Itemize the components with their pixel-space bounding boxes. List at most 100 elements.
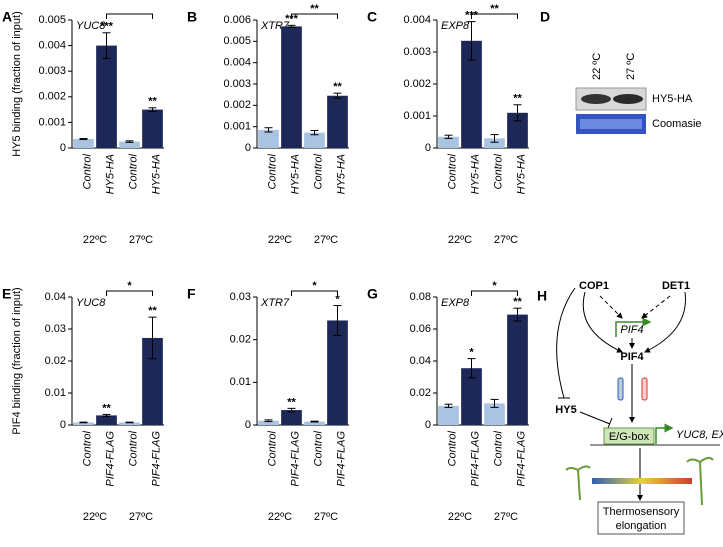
- y-tick-label: 0.001: [38, 116, 66, 128]
- significance: **: [287, 396, 296, 408]
- bar: [281, 410, 302, 425]
- x-tick-label: Control: [266, 430, 278, 466]
- y-tick-label: 0: [60, 142, 66, 154]
- y-tick-label: 0.003: [403, 46, 431, 58]
- y-tick-label: 0.001: [403, 110, 431, 122]
- box-label: E/G-box: [609, 431, 650, 443]
- bar: [119, 141, 140, 148]
- significance: **: [102, 402, 111, 414]
- x-tick-label: Control: [312, 153, 324, 189]
- group-label: 22ºC: [83, 234, 107, 246]
- inhibition: [579, 411, 611, 425]
- lane-label: 27 ºC: [625, 53, 637, 80]
- bar: [507, 314, 528, 425]
- y-tick-label: 0: [60, 419, 66, 431]
- arrow: [582, 291, 623, 353]
- group-label: 22ºC: [448, 511, 472, 523]
- y-tick-label: 0.002: [38, 91, 66, 103]
- bar: [258, 129, 279, 148]
- target-genes: YUC8, EXP8,..: [676, 429, 723, 441]
- bar: [327, 320, 348, 425]
- bar: [507, 112, 528, 148]
- bar: [96, 45, 117, 148]
- significance: **: [148, 305, 157, 317]
- output-box: [597, 501, 685, 535]
- y-tick-label: 0.003: [223, 78, 251, 90]
- y-tick-label: 0: [425, 142, 431, 154]
- bracket: [106, 13, 153, 19]
- bracket-label: **: [310, 3, 319, 15]
- bar: [484, 403, 505, 425]
- y-tick-label: 0.005: [223, 35, 251, 47]
- inhibition-bar: [607, 417, 613, 429]
- gene-label: YUC8: [76, 20, 106, 32]
- bar: [73, 139, 94, 148]
- y-tick-label: 0.08: [410, 291, 431, 303]
- y-tick-label: 0.02: [410, 387, 431, 399]
- x-tick-label: Control: [127, 153, 139, 189]
- x-tick-label: Control: [127, 430, 139, 466]
- output-label: Thermosensory: [603, 506, 680, 518]
- group-label: 27ºC: [494, 234, 518, 246]
- bracket-label: *: [312, 280, 317, 292]
- bracket: [471, 13, 518, 19]
- panel-letter: H: [537, 288, 547, 304]
- x-tick-label: PIF4-FLAG: [150, 431, 162, 487]
- bracket: [291, 13, 338, 19]
- group-label: 27ºC: [129, 234, 153, 246]
- bracket-label: **: [490, 3, 499, 15]
- y-tick-label: 0.006: [223, 14, 251, 26]
- panel-letter: E: [2, 286, 11, 302]
- coomassie-band: [580, 119, 642, 129]
- gene-node: PIF4: [620, 324, 643, 336]
- y-tick-label: 0.04: [45, 291, 66, 303]
- group-label: 27ºC: [129, 511, 153, 523]
- y-tick-label: 0.002: [223, 99, 251, 111]
- group-label: 22ºC: [448, 234, 472, 246]
- significance: **: [513, 296, 522, 308]
- y-axis-label: PIF4 binding (fraction of input): [11, 287, 23, 434]
- group-label: 22ºC: [268, 234, 292, 246]
- bar: [142, 109, 163, 148]
- significance: *: [469, 347, 474, 359]
- row-label: HY5-HA: [652, 93, 693, 105]
- gene-label: EXP8: [441, 297, 470, 309]
- bar: [258, 420, 279, 425]
- significance: ***: [100, 21, 114, 33]
- bar: [327, 95, 348, 148]
- x-tick-label: Control: [446, 430, 458, 466]
- significance: **: [333, 81, 342, 93]
- y-tick-label: 0.004: [38, 40, 66, 52]
- bracket: [471, 290, 518, 296]
- gene-label: XTR7: [260, 297, 290, 309]
- group-label: 27ºC: [314, 511, 338, 523]
- bracket: [291, 290, 338, 296]
- node: DET1: [662, 280, 690, 292]
- x-tick-label: HY5-HA: [469, 154, 481, 194]
- y-tick-label: 0.04: [410, 355, 431, 367]
- promoter-arrow: [615, 317, 652, 337]
- significance: **: [513, 93, 522, 105]
- bar: [304, 421, 325, 425]
- panel-letter: B: [187, 9, 197, 25]
- bar: [484, 138, 505, 148]
- bracket-label: *: [127, 280, 132, 292]
- x-tick-label: Control: [492, 430, 504, 466]
- y-tick-label: 0.002: [403, 78, 431, 90]
- y-tick-label: 0.003: [38, 65, 66, 77]
- panel-letter: A: [2, 9, 12, 25]
- bar: [438, 405, 459, 425]
- band: [581, 94, 611, 104]
- y-tick-label: 0.01: [230, 376, 251, 388]
- x-tick-label: PIF4-FLAG: [104, 431, 116, 487]
- x-tick-label: Control: [312, 430, 324, 466]
- panel-letter: G: [367, 286, 378, 302]
- y-tick-label: 0.03: [230, 291, 251, 303]
- x-tick-label: HY5-HA: [150, 154, 162, 194]
- group-label: 22ºC: [83, 511, 107, 523]
- x-tick-label: HY5-HA: [515, 154, 527, 194]
- thermometer: [617, 377, 624, 401]
- inhibition: [556, 287, 576, 399]
- bar: [96, 415, 117, 425]
- y-tick-label: 0: [425, 419, 431, 431]
